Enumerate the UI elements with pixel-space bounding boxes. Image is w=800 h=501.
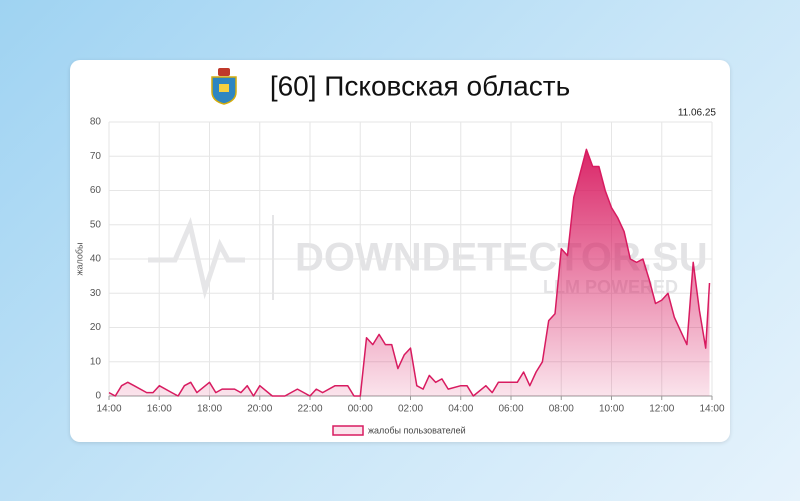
- line: [108, 148, 711, 397]
- legend: жалобы пользователей: [332, 425, 466, 436]
- y-tick-label: 60: [90, 185, 102, 196]
- y-tick-label: 40: [90, 254, 102, 265]
- y-axis-label: жалобы: [74, 242, 84, 275]
- y-tick-label: 30: [90, 288, 102, 299]
- x-tick-label: 18:00: [197, 404, 222, 415]
- emblem: [211, 68, 237, 105]
- x-tick-label: 16:00: [147, 404, 172, 415]
- x-tick-label: 14:00: [96, 404, 121, 415]
- y-tick-label: 50: [90, 219, 102, 230]
- area: [109, 149, 710, 396]
- x-tick-label: 20:00: [247, 404, 272, 415]
- x-tick-label: 02:00: [398, 404, 423, 415]
- legend-label: жалобы пользователей: [368, 425, 466, 435]
- y-tick-label: 80: [90, 117, 102, 128]
- y-tick-label: 70: [90, 151, 102, 162]
- y-tick-label: 10: [90, 356, 102, 367]
- date-label: 11.06.25: [678, 108, 717, 119]
- x-tick-label: 12:00: [649, 404, 674, 415]
- legend-swatch: [332, 425, 364, 436]
- x-tick-label: 10:00: [599, 404, 624, 415]
- y-tick-label: 0: [95, 391, 101, 402]
- x-tick-label: 00:00: [348, 404, 373, 415]
- x-tick-label: 08:00: [549, 404, 574, 415]
- y-tick-label: 20: [90, 322, 102, 333]
- x-tick-label: 06:00: [498, 404, 523, 415]
- x-tick-label: 22:00: [297, 404, 322, 415]
- x-tick-label: 04:00: [448, 404, 473, 415]
- x-tick-label: 14:00: [699, 404, 724, 415]
- chart-title: [60] Псковская область: [270, 70, 570, 101]
